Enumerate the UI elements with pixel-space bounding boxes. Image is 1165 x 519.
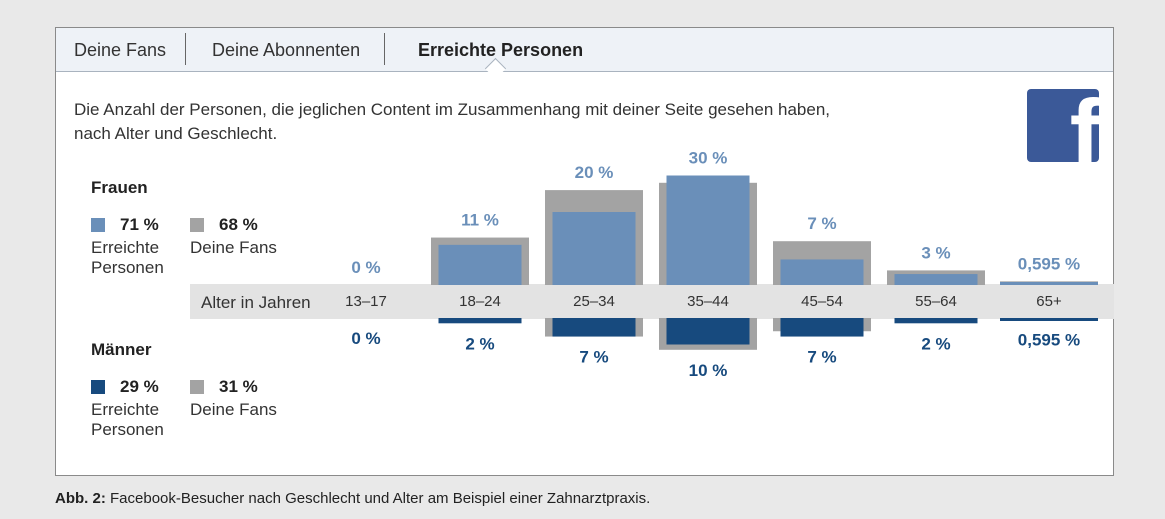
bar-women-reached xyxy=(666,175,750,285)
tick-label: 55–64 xyxy=(915,293,957,310)
data-label-men: 7 % xyxy=(579,348,608,367)
axis-band-overlay xyxy=(312,286,1114,317)
bar-men-reached xyxy=(552,318,636,337)
tab-bar: Deine Fans Deine Abonnenten Erreichte Pe… xyxy=(56,28,1113,80)
data-label-men: 2 % xyxy=(465,334,494,353)
data-label-men: 0,595 % xyxy=(1018,331,1080,350)
legend-men-fans-swatch xyxy=(190,380,204,394)
bar-men-reached xyxy=(894,318,978,324)
tick-label: 65+ xyxy=(1036,293,1062,310)
legend-men-title: Männer xyxy=(91,340,152,359)
bar-men-reached xyxy=(780,318,864,337)
data-label-women: 3 % xyxy=(921,243,950,262)
legend-label-line: Personen xyxy=(91,258,164,277)
legend-label-line: Personen xyxy=(91,420,164,439)
legend-men-reached-swatch xyxy=(91,380,105,394)
tick-label: 45–54 xyxy=(801,293,843,310)
legend-women-reached-swatch xyxy=(91,218,105,232)
bar-women-reached xyxy=(552,212,636,285)
tab-divider xyxy=(384,33,385,65)
legend-men-reached-label: Erreichte Personen xyxy=(91,400,191,440)
tab-divider xyxy=(185,33,186,65)
tick-label: 18–24 xyxy=(459,293,501,310)
data-label-women: 7 % xyxy=(807,214,836,233)
legend-women-fans-value: 68 % xyxy=(219,215,258,234)
legend-women-reached-label: Erreichte Personen xyxy=(91,238,191,278)
tab-subscribers[interactable]: Deine Abonnenten xyxy=(212,40,361,60)
bar-women-reached xyxy=(780,259,864,285)
data-label-women: 30 % xyxy=(689,149,728,168)
tick-label: 25–34 xyxy=(573,293,615,310)
legend-women-fans-label: Deine Fans xyxy=(190,238,277,257)
figure-caption: Abb. 2: Facebook-Besucher nach Geschlech… xyxy=(55,490,650,507)
caption-prefix: Abb. 2: xyxy=(55,490,106,507)
chart-panel: Deine Fans Deine Abonnenten Erreichte Pe… xyxy=(55,27,1114,476)
tab-reached-people[interactable]: Erreichte Personen xyxy=(418,40,584,60)
legend-women-title: Frauen xyxy=(91,178,148,197)
description-line-1: Die Anzahl der Personen, die jeglichen C… xyxy=(74,100,831,119)
legend-men-fans-label: Deine Fans xyxy=(190,400,277,419)
bar-men-reached xyxy=(1000,318,1098,321)
legend-women-fans-swatch xyxy=(190,218,204,232)
legend-women-reached-value: 71 % xyxy=(120,215,159,234)
bar-men-reached xyxy=(438,318,522,324)
legend-label-line: Erreichte xyxy=(91,400,160,419)
tab-fans[interactable]: Deine Fans xyxy=(74,40,167,60)
data-label-women: 20 % xyxy=(575,163,614,182)
bar-women-reached xyxy=(438,244,522,285)
bar-women-reached xyxy=(894,274,978,285)
tick-label: 13–17 xyxy=(345,293,387,310)
data-label-men: 7 % xyxy=(807,348,836,367)
legend-label-line: Erreichte xyxy=(91,238,160,257)
legend-men-fans-value: 31 % xyxy=(219,377,258,396)
chart-description: Die Anzahl der Personen, die jeglichen C… xyxy=(74,98,854,146)
bar-women-reached xyxy=(1000,282,1098,285)
data-label-men: 10 % xyxy=(689,361,728,380)
bar-men-reached xyxy=(666,318,750,345)
description-line-2: nach Alter und Geschlecht. xyxy=(74,124,278,143)
data-label-women: 0,595 % xyxy=(1018,254,1080,273)
tick-label: 35–44 xyxy=(687,293,729,310)
data-label-women: 0 % xyxy=(351,258,380,277)
data-label-women: 11 % xyxy=(461,211,499,230)
facebook-icon: f xyxy=(1027,89,1099,162)
legend-men-reached-value: 29 % xyxy=(120,377,159,396)
data-label-men: 2 % xyxy=(921,334,950,353)
data-label-men: 0 % xyxy=(351,329,380,348)
axis-title: Alter in Jahren xyxy=(201,293,311,312)
caption-text: Facebook-Besucher nach Geschlecht und Al… xyxy=(105,490,651,507)
